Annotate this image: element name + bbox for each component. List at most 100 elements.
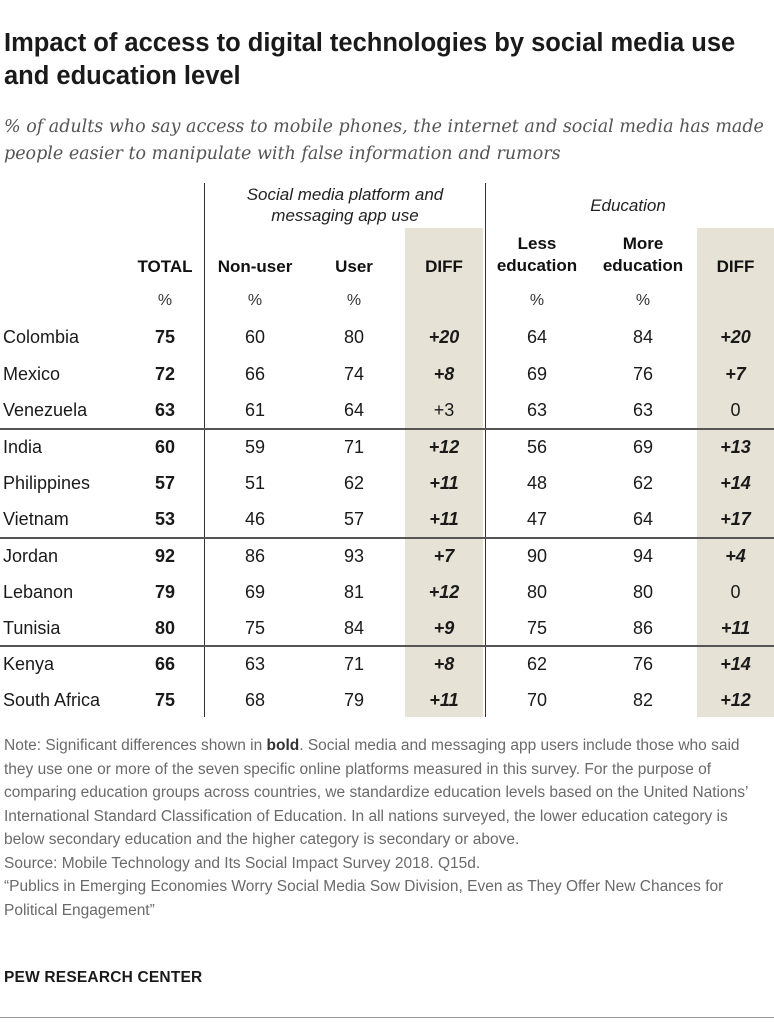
cell-more: 82: [632, 690, 654, 710]
cell-diff1: +20: [428, 327, 460, 347]
pew-logo-text: PEW RESEARCH CENTER: [4, 969, 203, 986]
region-separator: [0, 537, 774, 539]
cell-less: 47: [526, 509, 548, 529]
cell-nonuser: 46: [244, 509, 266, 529]
divider-middle: [485, 183, 486, 717]
cell-user: 64: [343, 400, 365, 420]
row-country-label: South Africa: [3, 690, 101, 710]
cell-nonuser: 63: [244, 654, 266, 674]
cell-user: 57: [343, 509, 365, 529]
cell-diff2: +7: [725, 364, 746, 384]
group-header-education: Education: [590, 196, 666, 215]
row-country-label: India: [3, 437, 43, 457]
cell-nonuser: 86: [244, 546, 266, 566]
cell-user: 80: [343, 327, 365, 347]
cell-nonuser: 59: [244, 437, 266, 457]
source-text: Source: Mobile Technology and Its Social…: [4, 854, 481, 872]
cell-more: 76: [632, 654, 654, 674]
cell-diff1: +11: [429, 473, 459, 493]
cell-total: 79: [154, 582, 176, 602]
cell-diff2: +11: [720, 618, 751, 638]
cell-user: 74: [343, 364, 365, 384]
header-diff2: DIFF: [716, 257, 755, 276]
cell-diff2: 0: [730, 582, 741, 602]
cell-user: 93: [343, 546, 365, 566]
cell-less: 64: [526, 327, 548, 347]
row-country-label: Kenya: [3, 654, 55, 674]
cell-more: 94: [632, 546, 654, 566]
cell-more: 80: [632, 582, 654, 602]
cell-diff2: +14: [720, 473, 751, 493]
chart-title: Impact of access to digital technologies…: [4, 29, 736, 90]
cell-less: 80: [526, 582, 548, 602]
bottom-rule: [0, 1017, 774, 1018]
cell-total: 75: [154, 327, 176, 347]
row-country-label: Venezuela: [3, 400, 88, 420]
cell-diff2: +12: [720, 690, 751, 710]
cell-more: 69: [632, 437, 654, 457]
cell-diff1: +11: [429, 690, 459, 710]
row-country-label: Tunisia: [3, 618, 61, 638]
cell-more: 64: [632, 509, 654, 529]
cell-total: 80: [154, 618, 176, 638]
report-title: “Publics in Emerging Economies Worry Soc…: [4, 878, 724, 919]
chart-subtitle: % of adults who say access to mobile pho…: [4, 117, 764, 164]
cell-more: 62: [632, 473, 654, 493]
row-country-label: Mexico: [3, 364, 61, 384]
row-country-label: Lebanon: [3, 582, 74, 602]
note-text: Note: Significant differences shown in b…: [4, 734, 770, 852]
cell-diff1: +8: [433, 654, 455, 674]
cell-less: 69: [526, 364, 548, 384]
region-separator: [0, 428, 774, 430]
header-total: TOTAL: [137, 257, 193, 276]
group-header-social: Social media platform and messaging app …: [246, 185, 444, 225]
cell-total: 75: [154, 690, 176, 710]
cell-user: 71: [343, 654, 365, 674]
cell-diff2: +13: [720, 437, 751, 457]
cell-total: 72: [154, 364, 176, 384]
cell-diff1: +12: [428, 582, 460, 602]
cell-less: 48: [526, 473, 548, 493]
cell-user: 79: [343, 690, 365, 710]
cell-user: 84: [343, 618, 365, 638]
note-rest: . Social media and messaging app users i…: [4, 737, 748, 848]
unit-more-education: %: [635, 292, 651, 309]
cell-diff1: +3: [433, 400, 455, 420]
note-prefix: Note: Significant differences shown in: [4, 737, 263, 754]
cell-less: 90: [526, 546, 548, 566]
diff1-column-shading: [405, 228, 483, 717]
header-diff1: DIFF: [425, 257, 463, 276]
cell-diff1: +7: [433, 546, 455, 566]
cell-total: 66: [154, 654, 176, 674]
divider-left: [204, 183, 205, 717]
cell-less: 56: [526, 437, 548, 457]
unit-less-education: %: [529, 292, 545, 309]
note-bold-word: bold: [266, 737, 300, 754]
cell-nonuser: 51: [244, 473, 266, 493]
cell-more: 63: [632, 400, 654, 420]
header-user: User: [335, 257, 373, 276]
cell-diff2: +20: [720, 327, 751, 347]
cell-user: 62: [343, 473, 365, 493]
unit-total: %: [157, 292, 173, 309]
cell-more: 86: [632, 618, 654, 638]
cell-less: 70: [526, 690, 548, 710]
cell-nonuser: 60: [244, 327, 266, 347]
cell-nonuser: 69: [244, 582, 266, 602]
cell-total: 63: [154, 400, 176, 420]
cell-nonuser: 66: [244, 364, 266, 384]
cell-more: 84: [632, 327, 654, 347]
cell-nonuser: 68: [244, 690, 266, 710]
cell-user: 71: [343, 437, 365, 457]
cell-diff2: +17: [720, 509, 751, 529]
diff2-column-shading: [697, 228, 774, 717]
cell-total: 57: [154, 473, 176, 493]
cell-total: 53: [154, 509, 176, 529]
row-country-label: Jordan: [3, 546, 59, 566]
cell-diff1: +11: [429, 509, 459, 529]
unit-user: %: [346, 292, 362, 309]
header-nonuser: Non-user: [217, 257, 293, 276]
row-country-label: Philippines: [3, 473, 91, 493]
cell-diff2: +14: [720, 654, 751, 674]
cell-less: 63: [526, 400, 548, 420]
